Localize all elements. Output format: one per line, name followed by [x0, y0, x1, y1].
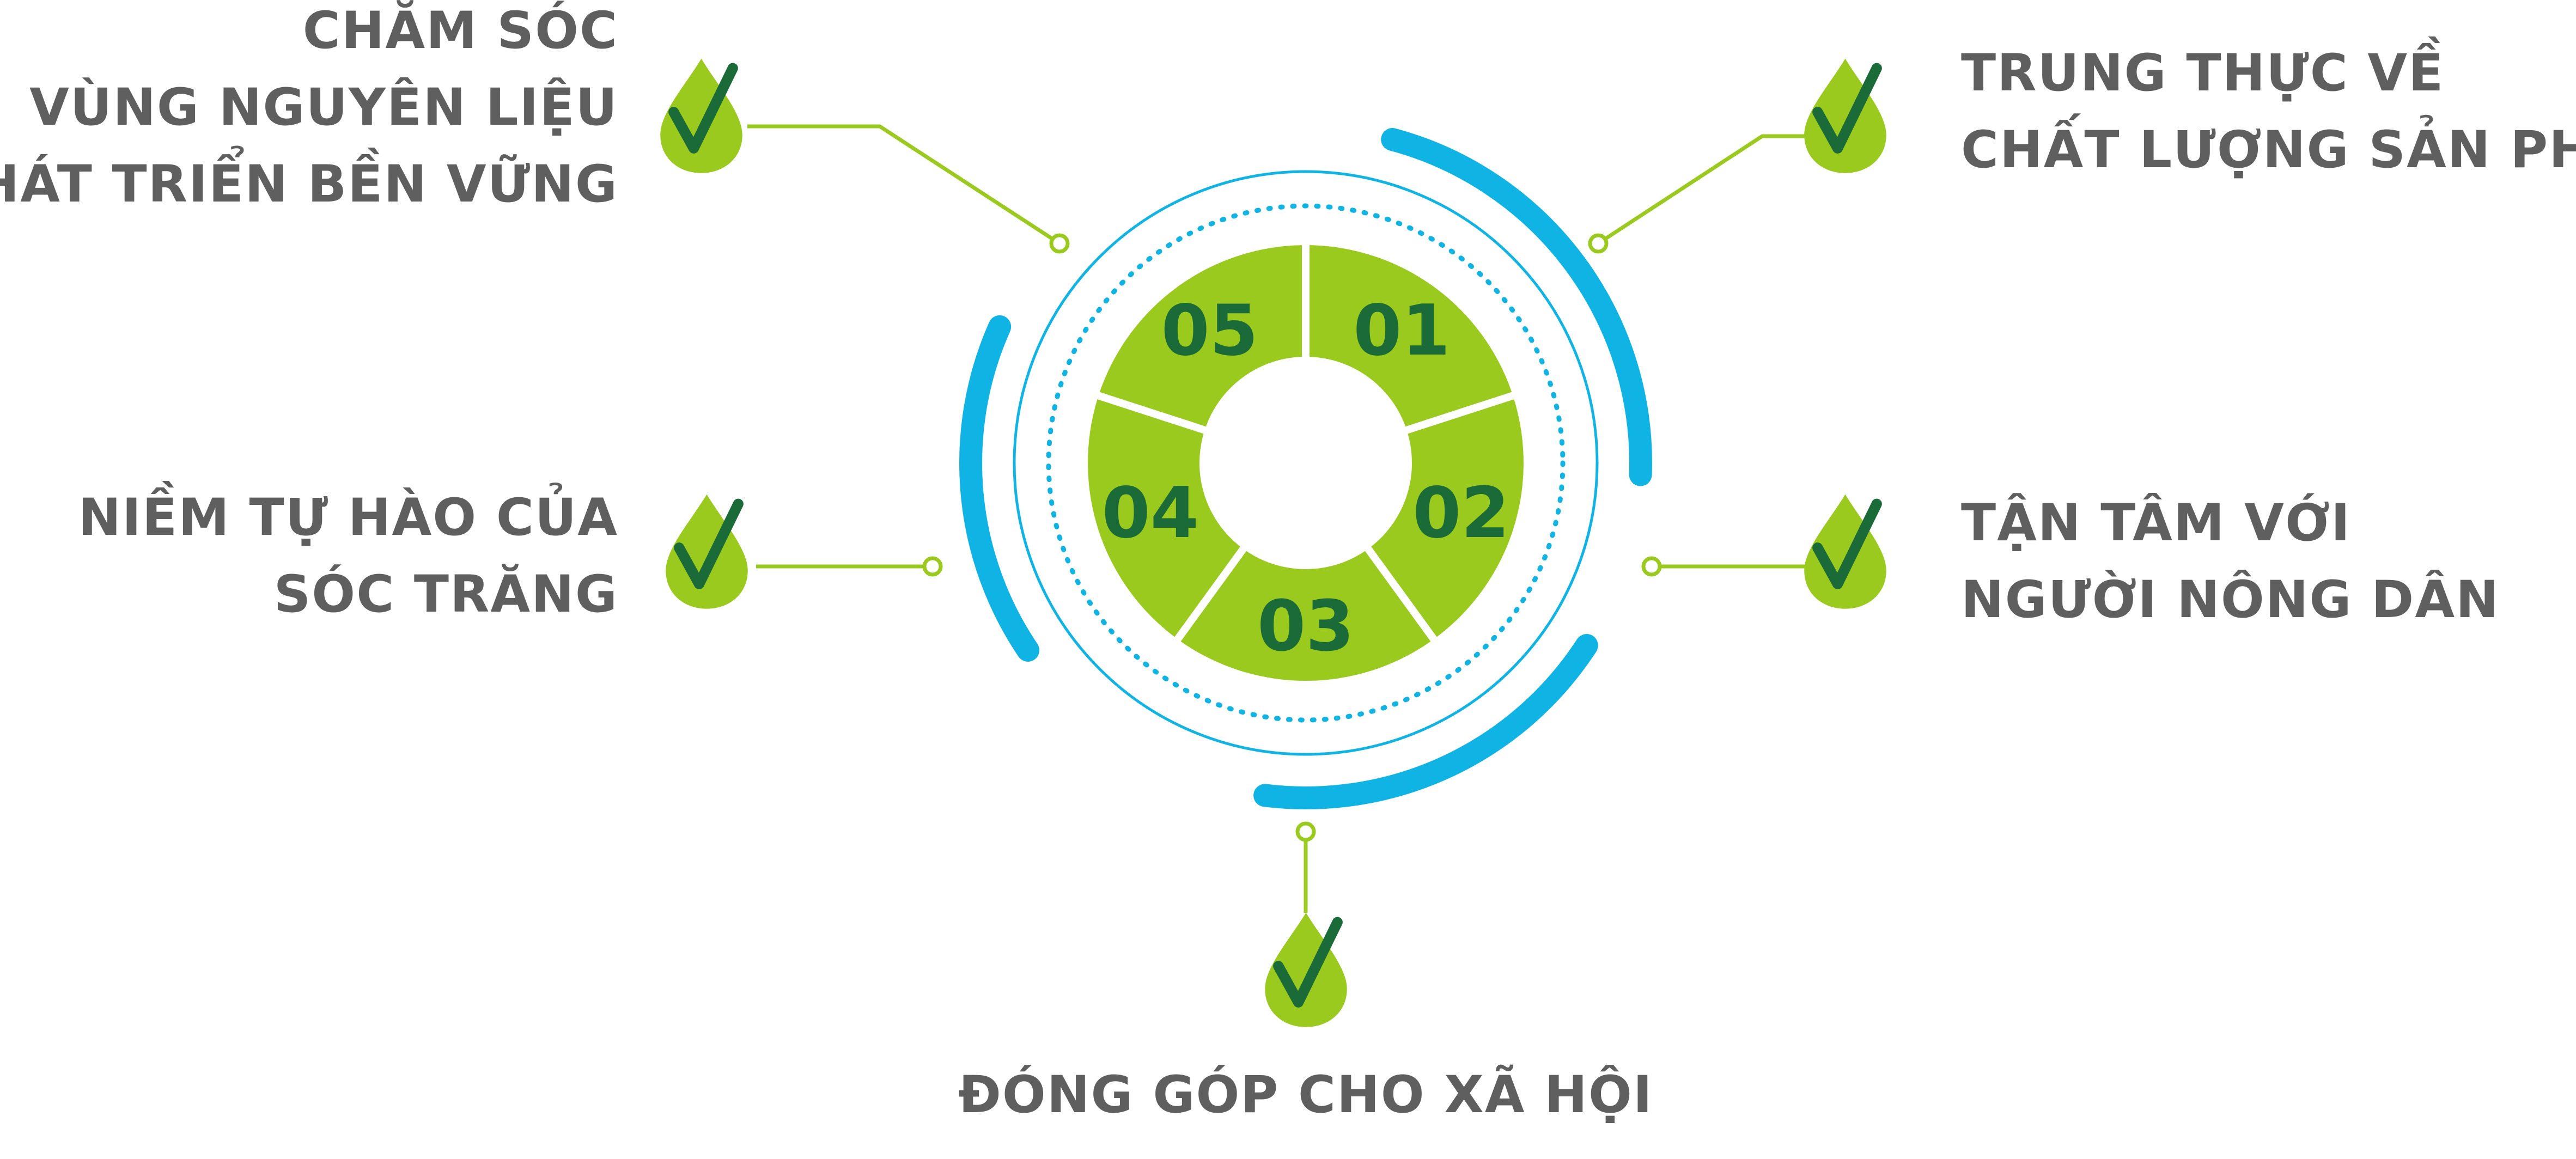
dotted-ring — [1046, 203, 1566, 723]
segment-number-03: 03 — [1257, 586, 1354, 667]
connector-top-left — [747, 124, 1061, 245]
donut — [1088, 245, 1524, 681]
connector-top-right — [1597, 134, 1824, 245]
connector-dot-mid-right — [1641, 556, 1662, 577]
check-drop-icon — [1804, 495, 1886, 609]
label-top-right-line-1: TRUNG THỰC VỀ — [1961, 44, 2445, 103]
label-bottom-line-1: ĐÓNG GÓP CHO XÃ HỘI — [958, 1065, 1653, 1125]
outer-thin-ring — [1013, 170, 1599, 756]
label-top-left-line-3: PHÁT TRIỂN BỀN VỮNG — [0, 155, 618, 214]
segment-number-05: 05 — [1161, 290, 1258, 371]
blue-arc-lower-right — [1253, 634, 1598, 809]
check-drop-icon — [1804, 59, 1886, 173]
segment-number-02: 02 — [1412, 473, 1509, 554]
blue-arcs — [959, 128, 1652, 809]
label-top-left: CHĂM SÓC VÙNG NGUYÊN LIỆU PHÁT TRIỂN BỀN… — [0, 0, 618, 223]
label-mid-left-line-1: NIỀM TỰ HÀO CỦA — [78, 488, 618, 547]
blue-arc-left — [959, 315, 1040, 662]
connector-dot-top-right — [1588, 233, 1609, 254]
segment-01 — [1310, 245, 1512, 427]
check-drop-icon — [1265, 913, 1347, 1027]
label-top-right-line-2: CHẤT LƯỢNG SẢN PHẨM — [1961, 120, 2576, 180]
label-top-right: TRUNG THỰC VỀ CHẤT LƯỢNG SẢN PHẨM — [1961, 35, 2576, 188]
label-mid-right-line-2: NGƯỜI NÔNG DÂN — [1961, 570, 2500, 630]
segment-number-04: 04 — [1102, 473, 1199, 554]
label-top-left-line-2: VÙNG NGUYÊN LIỆU — [29, 78, 618, 137]
segment-05 — [1099, 245, 1302, 427]
blue-arc-upper-right — [1381, 128, 1652, 486]
label-mid-left: NIỀM TỰ HÀO CỦA SÓC TRĂNG — [78, 479, 618, 633]
connector-lines — [747, 124, 1824, 913]
label-mid-left-line-2: SÓC TRĂNG — [273, 565, 618, 624]
label-mid-right: TẬN TÂM VỚI NGƯỜI NÔNG DÂN — [1961, 485, 2500, 638]
segment-02 — [1371, 399, 1524, 637]
label-mid-right-line-1: TẬN TÂM VỚI — [1961, 493, 2351, 553]
label-top-left-line-1: CHĂM SÓC — [302, 1, 618, 60]
connector-dot-top-left — [1049, 233, 1070, 254]
connector-end-dots — [922, 233, 1662, 842]
check-drop-icon — [660, 59, 742, 173]
check-drop-icon — [666, 495, 748, 609]
connector-dot-bottom — [1295, 821, 1316, 842]
segment-04 — [1088, 399, 1240, 637]
segment-03 — [1180, 551, 1431, 681]
label-bottom: ĐÓNG GÓP CHO XÃ HỘI — [924, 1057, 1687, 1133]
segment-number-01: 01 — [1353, 290, 1450, 371]
segment-numbers: 01 02 03 04 05 — [1102, 290, 1510, 667]
connector-dot-mid-left — [922, 556, 943, 577]
